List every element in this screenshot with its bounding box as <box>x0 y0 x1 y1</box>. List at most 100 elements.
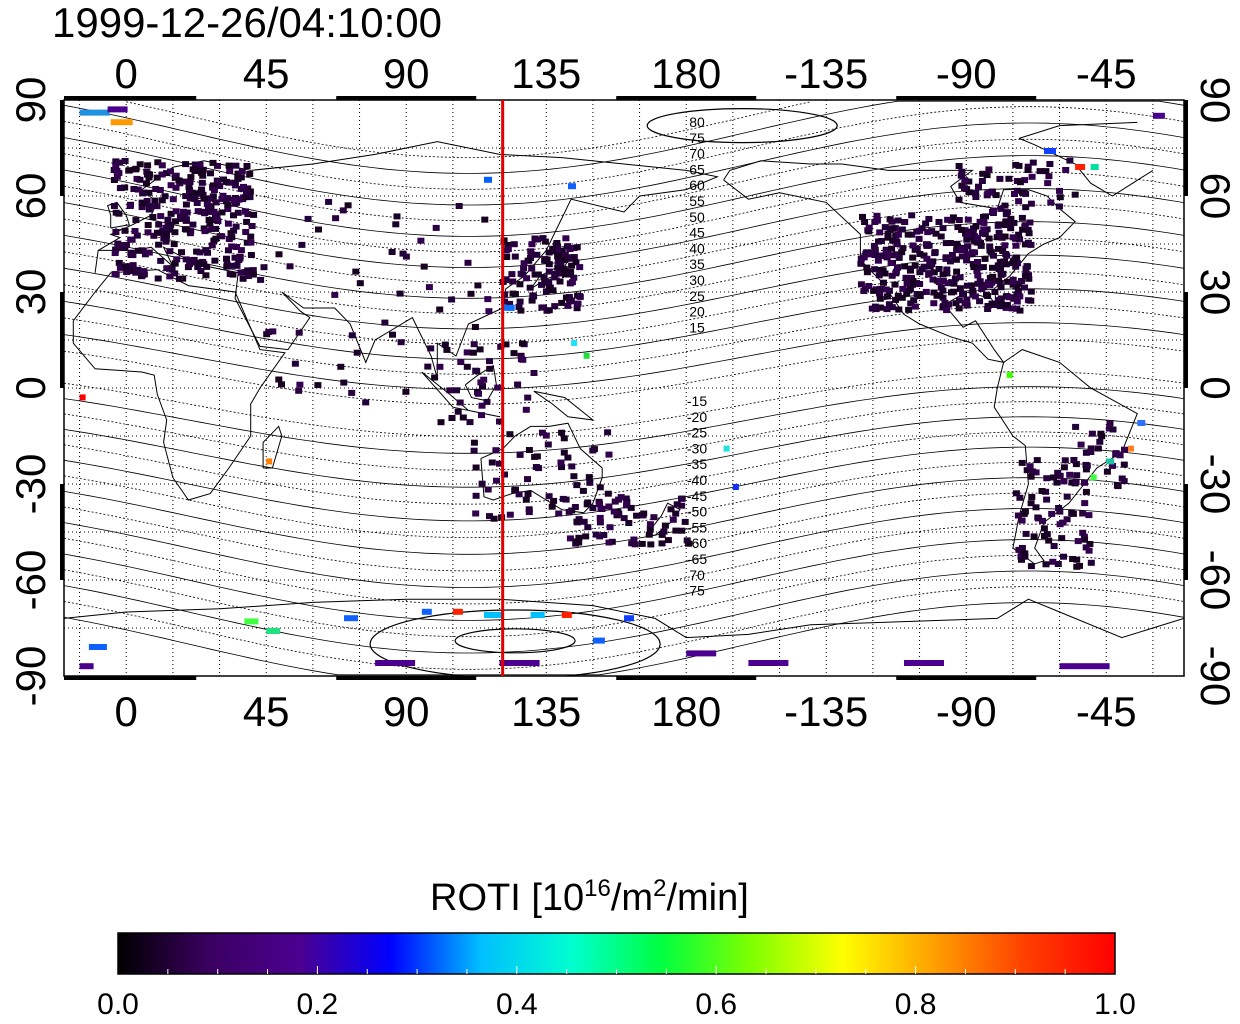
lat-tick-label-left: 0 <box>7 376 54 399</box>
roti-pixel <box>233 244 240 250</box>
roti-pixel <box>625 520 633 526</box>
roti-pixel <box>551 303 559 310</box>
roti-pixel <box>956 285 964 292</box>
roti-pixel <box>912 280 920 287</box>
roti-pixel <box>170 241 178 248</box>
roti-pixel <box>1121 446 1128 453</box>
roti-pixel <box>568 463 576 470</box>
roti-pixel <box>1088 430 1096 437</box>
roti-pixel <box>1002 211 1010 218</box>
roti-pixel <box>1087 559 1095 566</box>
roti-pixel <box>1045 537 1053 544</box>
roti-pixel <box>1015 198 1023 205</box>
roti-pixel <box>515 303 523 310</box>
roti-pixel <box>884 252 892 258</box>
roti-pixel <box>1120 461 1128 468</box>
roti-pixel <box>516 298 524 305</box>
roti-pixel <box>122 264 130 271</box>
roti-pixel-high <box>484 176 492 183</box>
roti-pixel <box>163 170 170 177</box>
roti-pixel <box>528 265 536 272</box>
roti-pixel <box>575 539 583 546</box>
roti-pixel <box>208 226 216 233</box>
roti-pixel <box>496 460 503 467</box>
roti-pixel <box>158 162 166 169</box>
roti-pixel <box>570 473 578 480</box>
roti-pixel <box>314 382 322 389</box>
roti-pixel <box>182 217 190 224</box>
roti-pixel <box>466 419 474 426</box>
frame-bar-left <box>60 292 64 388</box>
roti-pixel <box>986 274 994 281</box>
roti-pixel <box>494 384 502 391</box>
roti-pixel <box>936 278 944 285</box>
roti-pixel-high <box>1128 445 1134 452</box>
roti-pixel <box>889 237 897 244</box>
roti-pixel <box>925 216 933 222</box>
roti-pixel <box>907 279 915 286</box>
roti-pixel <box>1002 261 1010 268</box>
roti-pixel <box>1040 525 1048 532</box>
roti-pixel <box>1120 478 1128 485</box>
roti-pixel <box>486 358 493 365</box>
roti-pixel <box>112 271 120 278</box>
roti-pixel <box>388 249 396 255</box>
roti-pixel-high <box>624 615 634 622</box>
roti-pixel <box>1096 438 1104 445</box>
roti-pixel <box>509 278 517 285</box>
roti-pixel <box>884 230 892 237</box>
contour-label: 40 <box>689 240 705 256</box>
roti-pixel <box>876 289 884 295</box>
roti-pixel <box>953 268 961 275</box>
roti-pixel <box>242 229 250 235</box>
roti-pixel <box>463 363 471 370</box>
roti-pixel <box>1056 187 1063 194</box>
roti-pixel <box>141 251 149 258</box>
roti-pixel <box>464 259 472 266</box>
roti-pixel <box>239 275 247 282</box>
roti-pixel <box>1024 163 1032 170</box>
roti-pixel <box>1024 167 1032 173</box>
roti-pixel-high <box>344 615 358 622</box>
roti-pixel <box>125 167 133 174</box>
roti-pixel <box>1016 494 1024 501</box>
roti-pixel <box>972 194 980 200</box>
roti-pixel <box>486 365 494 372</box>
roti-pixel <box>548 503 556 510</box>
roti-pixel <box>1087 445 1095 452</box>
roti-pixel-high <box>904 660 944 666</box>
roti-pixel <box>164 216 172 223</box>
roti-pixel <box>857 281 865 288</box>
roti-pixel <box>1087 449 1095 455</box>
roti-pixel <box>249 271 257 278</box>
lon-tick-label-bottom: 90 <box>383 688 430 735</box>
roti-pixel <box>606 524 614 531</box>
frame-bar-top <box>336 96 477 100</box>
roti-pixel <box>362 399 370 406</box>
roti-pixel <box>233 262 241 269</box>
roti-pixel <box>197 169 205 176</box>
roti-pixel <box>257 276 265 283</box>
roti-pixel <box>166 273 174 280</box>
roti-pixel <box>987 249 995 256</box>
roti-pixel <box>180 178 188 185</box>
roti-pixel <box>163 231 170 238</box>
roti-pixel <box>630 536 638 543</box>
roti-pixel <box>1002 219 1010 225</box>
roti-pixel <box>901 219 909 225</box>
roti-pixel <box>134 186 142 193</box>
roti-pixel <box>882 286 890 293</box>
roti-pixel <box>545 307 553 314</box>
roti-pixel <box>1013 254 1021 261</box>
roti-pixel <box>564 454 572 461</box>
roti-pixel <box>117 244 125 251</box>
roti-pixel <box>436 363 444 370</box>
roti-pixel <box>1032 504 1040 511</box>
roti-pixel <box>454 408 462 415</box>
roti-pixel <box>545 249 553 256</box>
roti-pixel <box>888 218 896 225</box>
roti-pixel <box>132 217 140 224</box>
roti-pixel <box>116 185 124 192</box>
map-panel: 8075706560555045403530252015-15-20-25-30… <box>60 96 1188 680</box>
roti-pixel <box>1053 479 1061 486</box>
